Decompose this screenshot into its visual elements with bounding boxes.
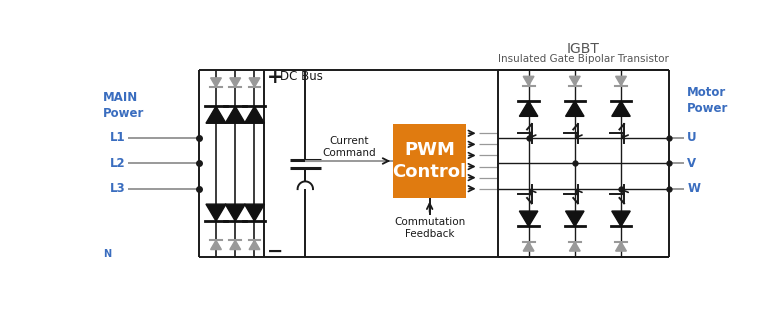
Polygon shape [611, 101, 630, 116]
Text: W: W [688, 182, 700, 195]
Text: Motor
Power: Motor Power [688, 86, 729, 115]
Polygon shape [230, 240, 241, 249]
Polygon shape [615, 76, 626, 86]
Text: +: + [267, 68, 283, 87]
Polygon shape [244, 204, 265, 221]
Polygon shape [210, 240, 221, 249]
Text: DC Bus: DC Bus [280, 70, 323, 83]
Text: IGBT: IGBT [566, 42, 600, 55]
Polygon shape [566, 211, 584, 226]
Text: V: V [688, 157, 696, 170]
Polygon shape [225, 106, 245, 123]
Polygon shape [523, 242, 534, 251]
Text: Current
Command: Current Command [322, 136, 376, 158]
Text: MAIN
Power: MAIN Power [102, 91, 144, 120]
Polygon shape [249, 240, 260, 249]
Polygon shape [570, 76, 580, 86]
Text: L1: L1 [109, 131, 125, 144]
Polygon shape [611, 211, 630, 226]
Polygon shape [523, 76, 534, 86]
Polygon shape [206, 204, 226, 221]
Polygon shape [244, 106, 265, 123]
Bar [393, 124, 466, 198]
Polygon shape [519, 101, 538, 116]
Text: U: U [688, 131, 697, 144]
Polygon shape [570, 242, 580, 251]
Polygon shape [225, 204, 245, 221]
Polygon shape [230, 78, 241, 87]
Polygon shape [566, 101, 584, 116]
Polygon shape [519, 211, 538, 226]
Text: −: − [267, 242, 283, 261]
Polygon shape [249, 78, 260, 87]
Text: PWM
Control: PWM Control [393, 141, 466, 181]
Text: Insulated Gate Bipolar Transistor: Insulated Gate Bipolar Transistor [498, 54, 669, 64]
Text: N: N [102, 249, 111, 259]
Polygon shape [210, 78, 221, 87]
Text: L3: L3 [109, 182, 125, 195]
Polygon shape [615, 242, 626, 251]
Text: Commutation
Feedback: Commutation Feedback [394, 217, 466, 239]
Polygon shape [206, 106, 226, 123]
Text: L2: L2 [109, 157, 125, 170]
